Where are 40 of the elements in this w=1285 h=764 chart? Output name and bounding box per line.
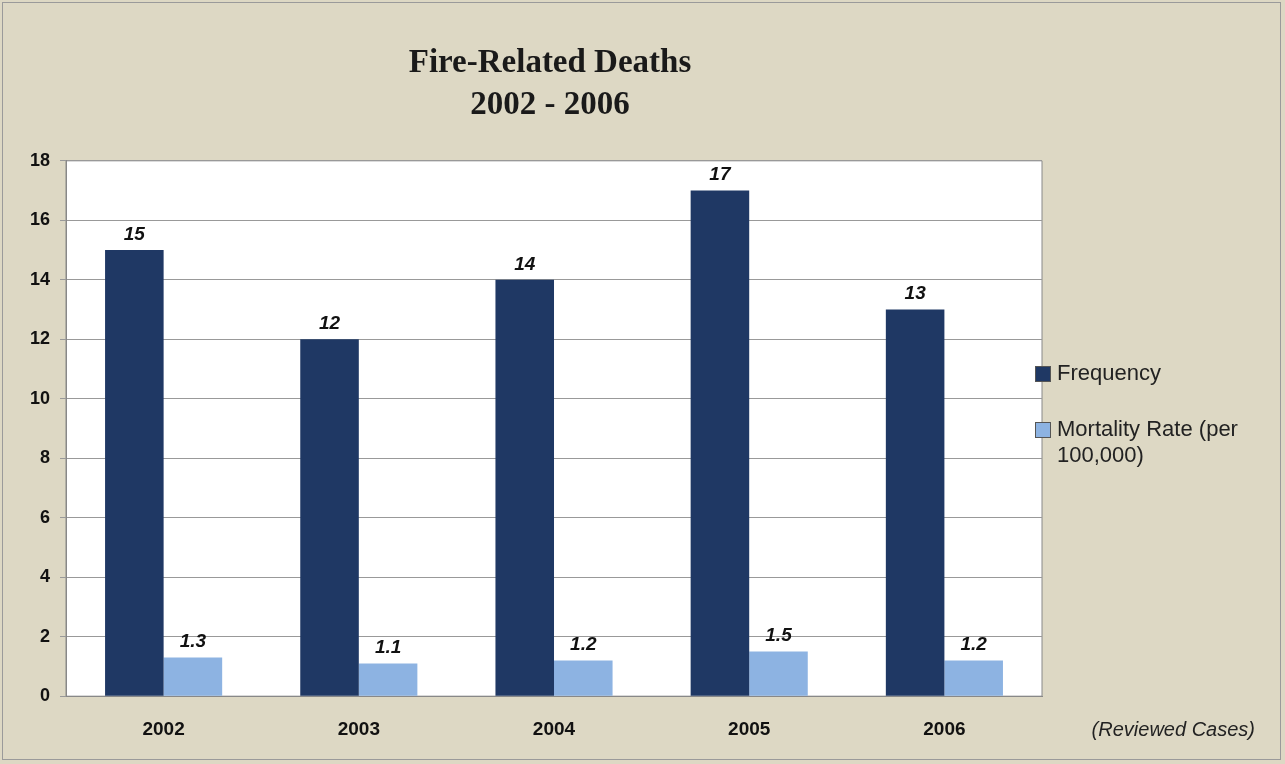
x-tick-label: 2006 (923, 717, 966, 739)
y-tick-label: 2 (40, 625, 51, 646)
data-label: 1.2 (570, 633, 597, 655)
bar (749, 651, 808, 696)
y-tick-label: 0 (40, 685, 51, 706)
data-label: 1.2 (960, 633, 988, 655)
y-tick-label: 10 (29, 387, 51, 408)
bar (885, 309, 945, 696)
data-label: 14 (514, 252, 536, 274)
chart-subtitle: 2002 - 2006 (469, 84, 631, 123)
y-tick-label: 8 (40, 447, 51, 468)
legend-label: Frequency (1057, 360, 1161, 386)
bar (944, 660, 1003, 696)
bar (358, 663, 418, 696)
x-tick-label: 2002 (142, 717, 185, 739)
bar (300, 339, 359, 696)
y-tick-label: 4 (40, 566, 51, 587)
bar (554, 660, 613, 696)
text: (Reviewed Cases) (1091, 718, 1255, 741)
y-tick-label: 18 (29, 149, 51, 170)
chart-title: Fire-Related Deaths (407, 42, 693, 81)
bar (163, 657, 223, 696)
bar (105, 250, 164, 696)
legend-label: Mortality Rate (per 100,000) (1057, 416, 1239, 468)
y-tick-label: 16 (29, 209, 51, 230)
data-label: 1.3 (179, 630, 207, 652)
x-tick-label: 2005 (728, 717, 771, 739)
y-tick-label: 14 (29, 268, 51, 289)
x-tick-label: 2004 (532, 717, 576, 739)
y-tick-label: 12 (29, 328, 51, 349)
data-label: 17 (709, 163, 732, 185)
data-label: 12 (318, 312, 341, 333)
data-label: 1.1 (374, 636, 402, 658)
bar (495, 279, 555, 696)
x-tick-label: 2003 (337, 717, 380, 739)
data-label: 1.5 (765, 624, 793, 646)
y-tick-label: 6 (40, 506, 51, 527)
data-label: 13 (904, 282, 927, 304)
bar (690, 190, 750, 696)
data-label: 15 (123, 222, 146, 244)
